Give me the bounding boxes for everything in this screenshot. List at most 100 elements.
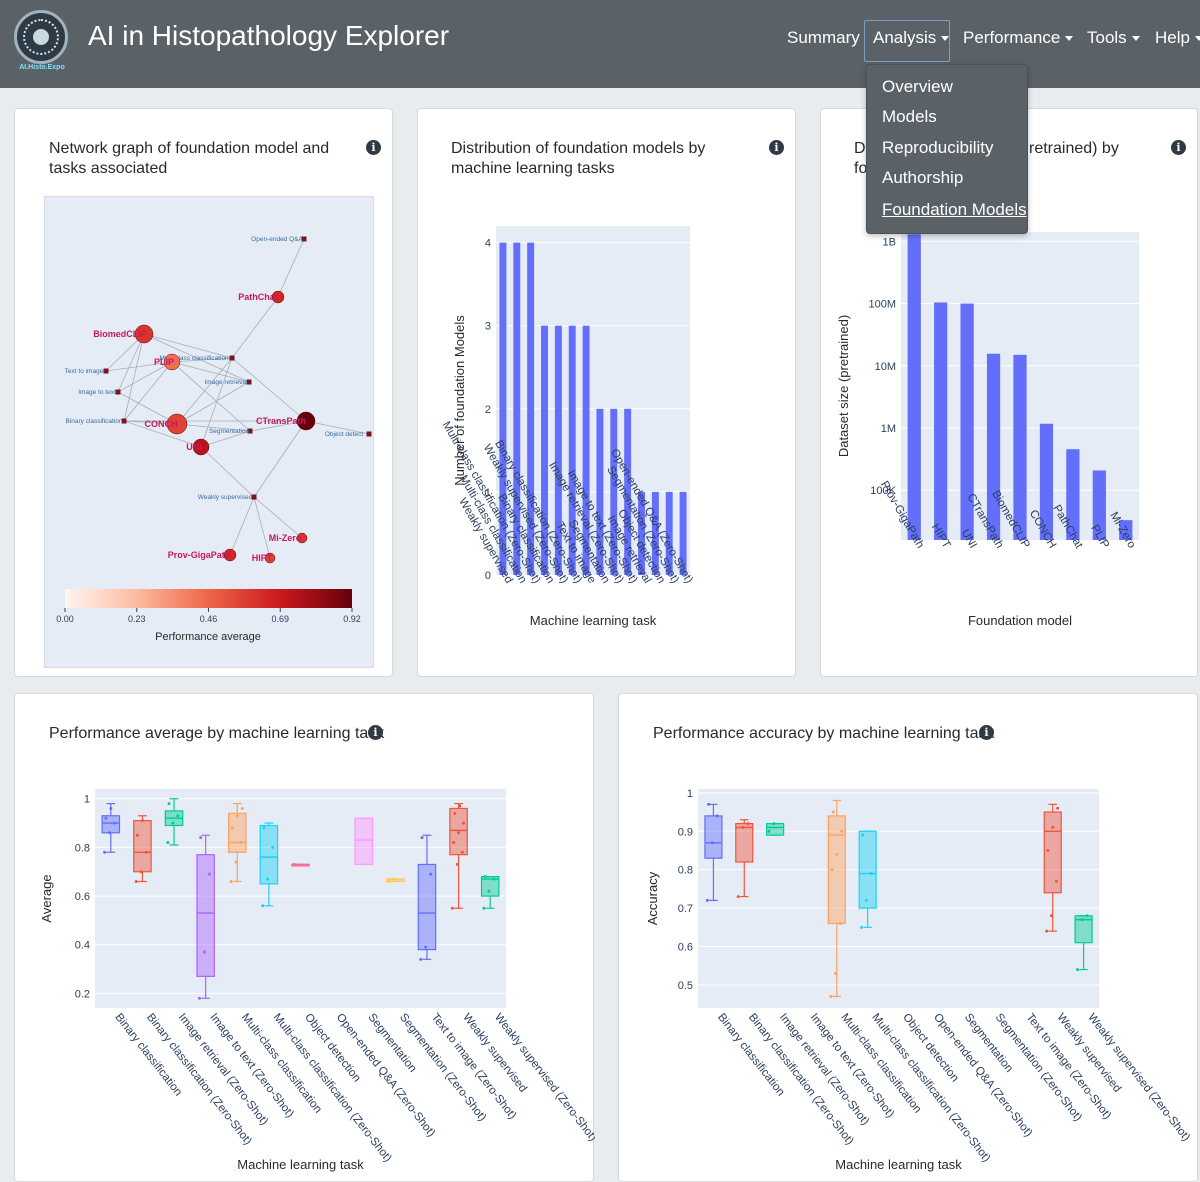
network-task-label: Binary classification	[65, 418, 122, 425]
bar	[554, 325, 562, 575]
network-edge	[231, 357, 307, 422]
box-point	[266, 877, 270, 881]
network-graph[interactable]: Open-ended Q&A Multi-class classification…	[44, 196, 374, 668]
dropdown-item-overview[interactable]: Overview	[882, 77, 953, 96]
colorbar-tick-label: 0.92	[343, 614, 361, 624]
network-model-label: Prov-GigaPath	[168, 550, 231, 560]
box-point	[392, 877, 396, 881]
box-point	[139, 870, 143, 874]
nav-performance[interactable]: Performance	[963, 28, 1074, 48]
box-point	[450, 906, 454, 910]
network-model-label: CONCH	[145, 419, 178, 429]
y-tick-label: 1M	[881, 423, 896, 435]
nav-analysis[interactable]: Analysis	[873, 28, 950, 48]
info-icon[interactable]: i	[979, 725, 994, 740]
network-model-node	[223, 548, 237, 562]
bar	[513, 242, 521, 575]
network-plot-area	[44, 196, 374, 668]
network-edge	[171, 361, 250, 383]
box-point	[262, 826, 266, 830]
box-point	[715, 814, 719, 818]
bar	[1119, 520, 1133, 540]
network-model-label: PathChat	[238, 292, 278, 302]
colorbar-tick-label: 0.69	[271, 614, 289, 624]
nav-summary[interactable]: Summary	[787, 28, 860, 48]
card-title: Performance accuracy by machine learning…	[653, 725, 995, 742]
nav-help[interactable]: Help	[1155, 28, 1200, 48]
info-icon[interactable]: i	[769, 140, 784, 155]
box-point	[1046, 848, 1050, 852]
network-edge	[200, 430, 251, 448]
y-tick-label: 0.6	[75, 891, 90, 903]
card-title: Performance average by machine learning …	[49, 725, 385, 742]
network-model-label: PLIP	[154, 357, 174, 367]
box-point	[487, 889, 491, 893]
y-tick-label: 4	[485, 238, 491, 250]
bar	[651, 491, 659, 575]
network-edge	[143, 333, 233, 359]
network-task-label: Object detect	[325, 431, 363, 438]
nav-active-outline	[864, 20, 950, 62]
y-tick-label: 100K	[870, 485, 896, 497]
box-point	[167, 802, 171, 806]
box-point	[840, 829, 844, 833]
box-point	[239, 841, 243, 845]
dropdown-item-foundation-models[interactable]: Foundation Models	[882, 200, 1027, 219]
box-point	[144, 850, 148, 854]
network-task-label: Weakly supervised	[198, 494, 253, 501]
box	[196, 854, 215, 977]
nav-tools[interactable]: Tools	[1087, 28, 1140, 48]
chevron-down-icon	[1131, 36, 1140, 42]
y-tick-label: 1B	[883, 236, 896, 248]
network-model-label: UNI	[186, 442, 202, 452]
network-task-node	[366, 431, 372, 437]
box	[354, 817, 374, 866]
info-icon[interactable]: i	[1171, 140, 1186, 155]
y-axis-title: Average	[39, 874, 54, 922]
box-point	[202, 950, 206, 954]
box-point	[741, 825, 745, 829]
box-point	[869, 872, 873, 876]
logo-core	[33, 29, 49, 45]
box-point	[140, 819, 144, 823]
bar	[541, 325, 548, 575]
box-point	[1076, 968, 1080, 972]
box-point	[261, 904, 265, 908]
network-edge	[123, 333, 145, 422]
network-task-label: Text to image	[65, 368, 104, 375]
box-point	[419, 957, 423, 961]
network-model-node	[192, 438, 210, 456]
y-tick-label: 10M	[875, 361, 896, 373]
box-point	[831, 810, 835, 814]
colorbar-tick-label: 0.46	[200, 614, 218, 624]
info-icon[interactable]: i	[368, 725, 383, 740]
box-point	[710, 841, 714, 845]
dropdown-item-reproducibility[interactable]: Reproducibility	[882, 138, 994, 157]
box	[1043, 811, 1062, 894]
box-point	[230, 826, 234, 830]
y-tick-label: 3	[485, 321, 491, 333]
info-icon[interactable]: i	[366, 140, 381, 155]
box-point	[171, 821, 175, 825]
box-point	[453, 811, 457, 815]
box-point	[420, 836, 424, 840]
logo[interactable]	[14, 10, 68, 64]
dropdown-item-authorship[interactable]: Authorship	[882, 168, 964, 187]
nav-performance-label: Performance	[963, 28, 1061, 47]
card-performance-average: Performance average by machine learning …	[14, 693, 595, 1182]
dropdown-item-models[interactable]: Models	[882, 107, 937, 126]
box-point	[235, 814, 239, 818]
x-tick-label: Object detection	[900, 1011, 961, 1084]
box-point	[1054, 879, 1058, 883]
box-point	[292, 862, 296, 866]
network-edge	[277, 238, 305, 298]
colorbar-tick-label: 0.23	[128, 614, 146, 624]
x-tick-label: Multi-class classification (Zero-Shot)	[271, 1011, 394, 1164]
box-point	[207, 872, 211, 876]
brand-title[interactable]: AI in Histopathology Explorer	[88, 20, 450, 51]
network-task-label: Image to text	[78, 389, 116, 396]
